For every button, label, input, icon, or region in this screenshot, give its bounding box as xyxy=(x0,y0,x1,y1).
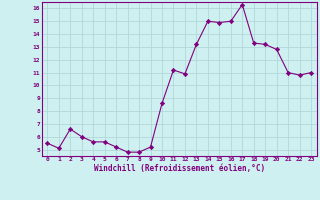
X-axis label: Windchill (Refroidissement éolien,°C): Windchill (Refroidissement éolien,°C) xyxy=(94,164,265,173)
